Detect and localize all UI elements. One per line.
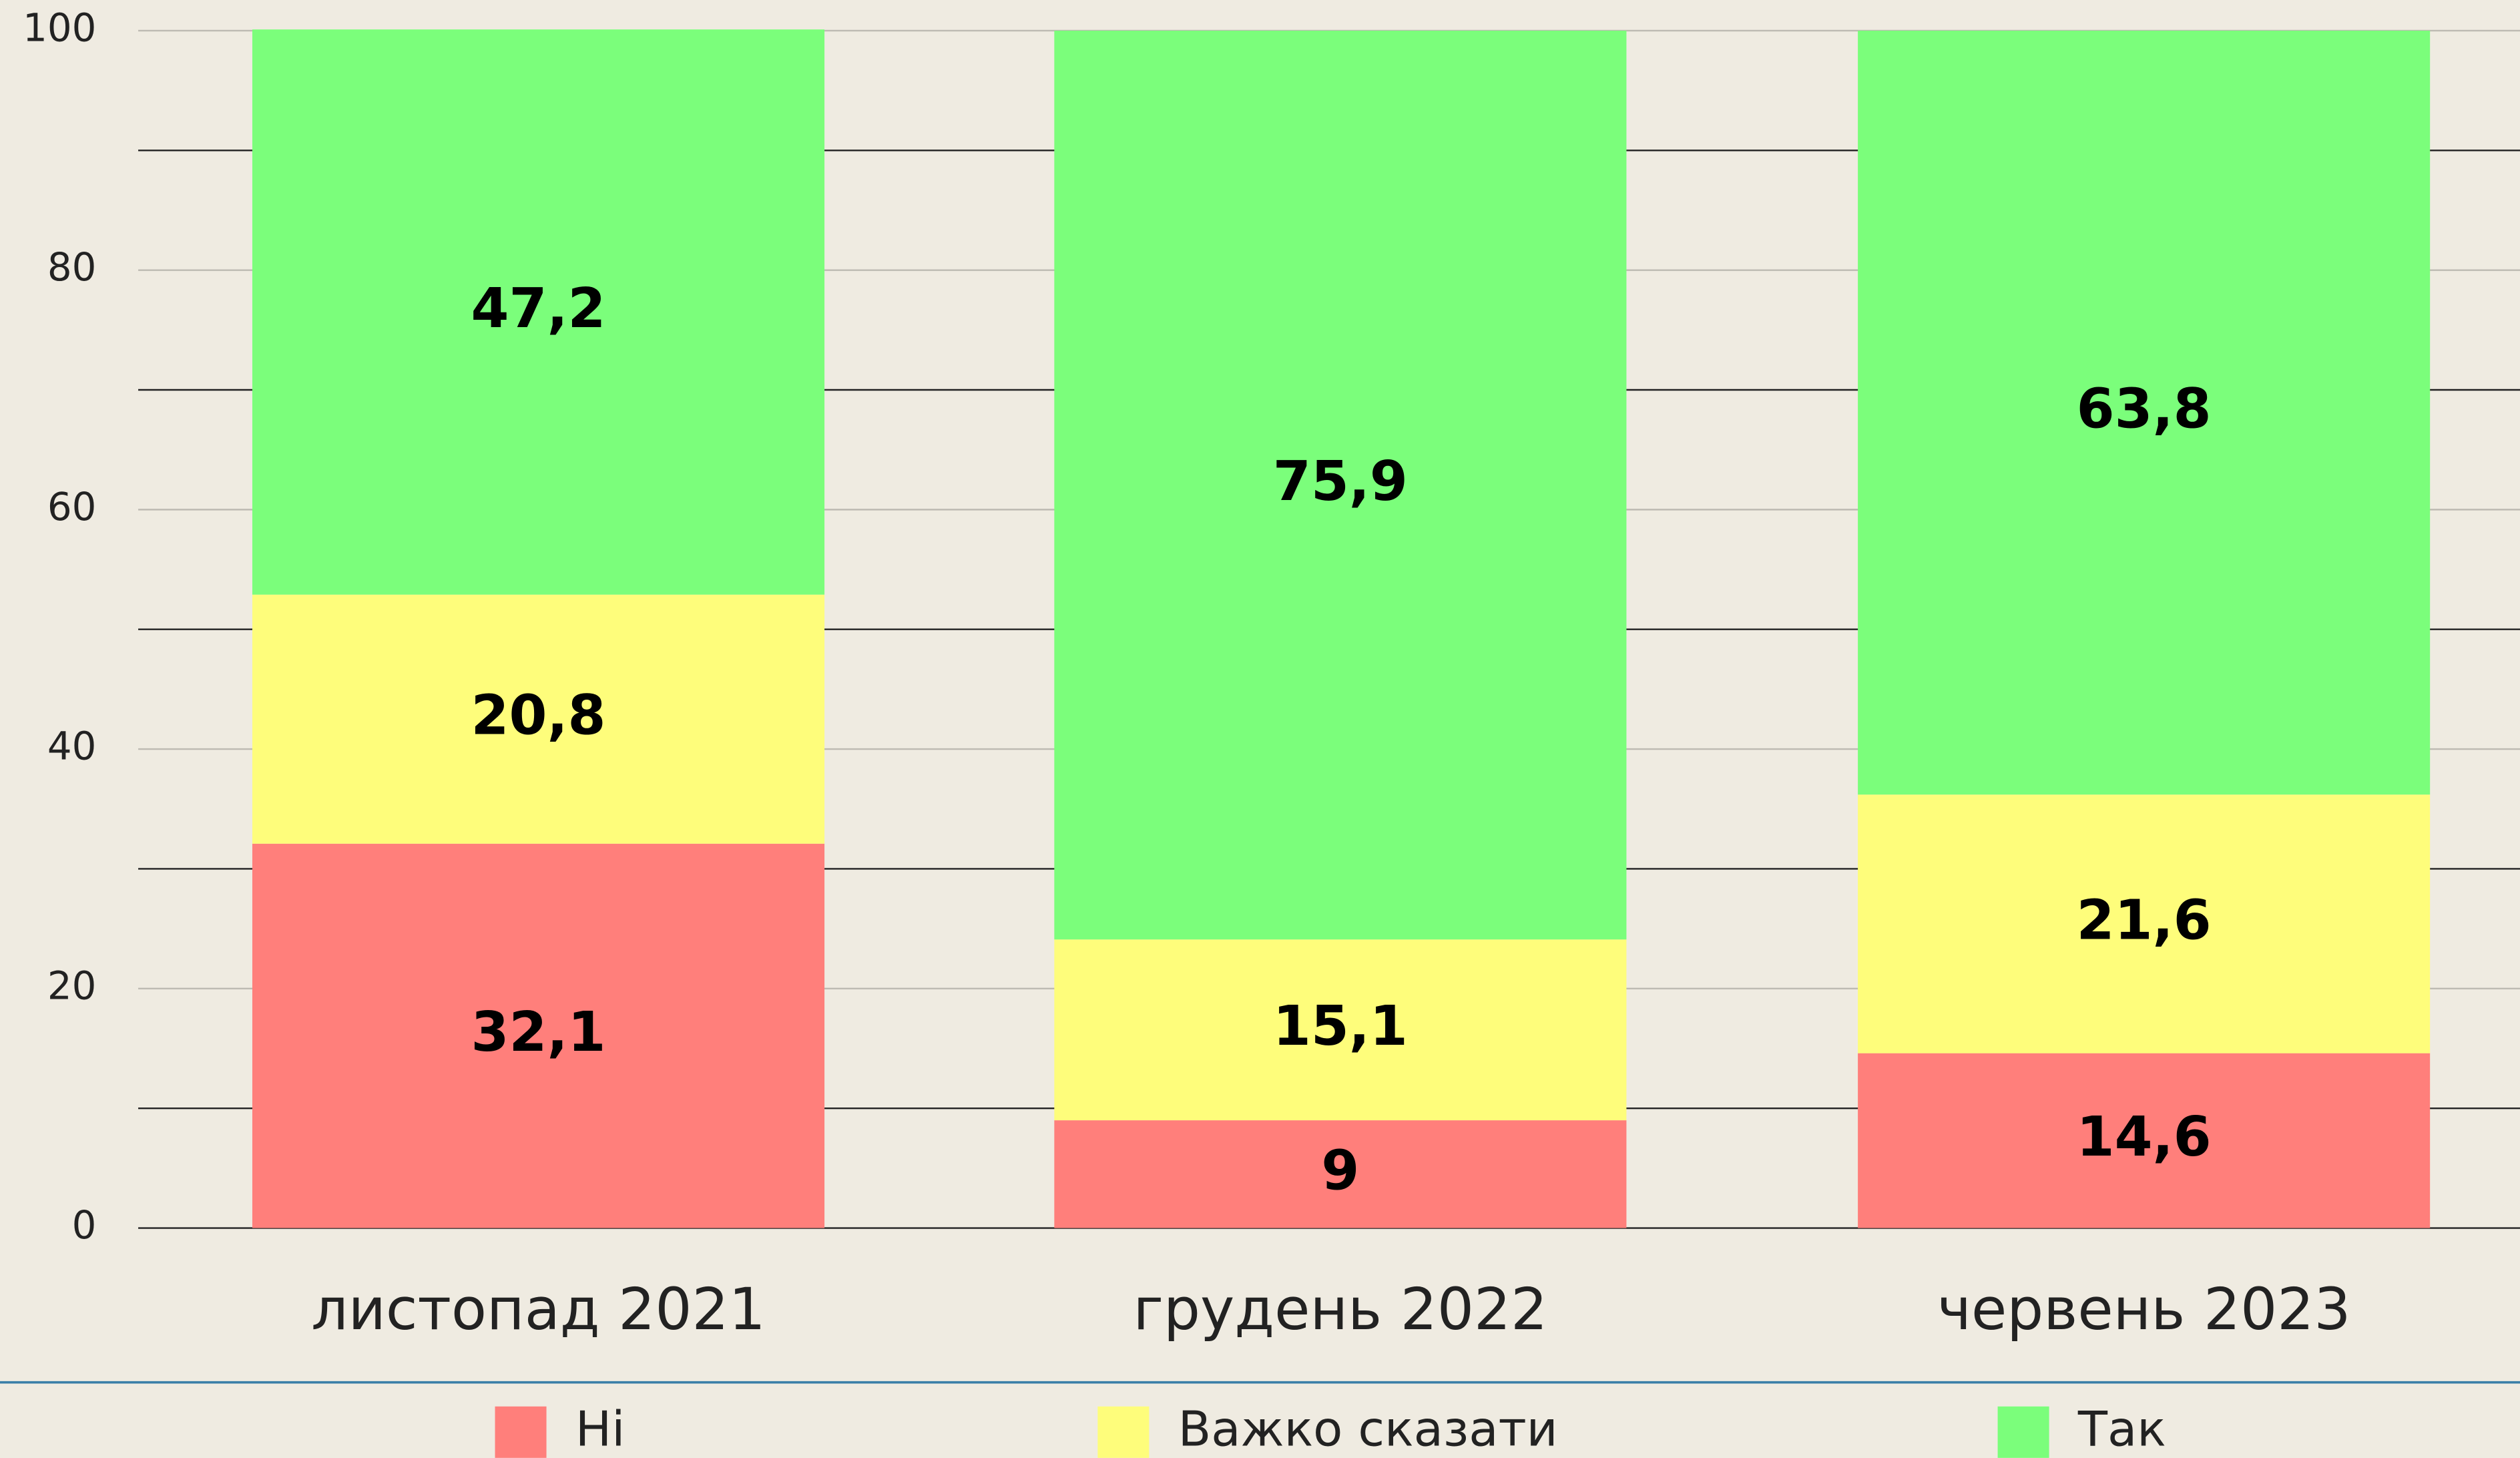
legend-swatch	[495, 1406, 547, 1458]
data-label: 9	[1321, 1139, 1359, 1202]
bar-segment	[252, 29, 825, 595]
bar-segment	[1054, 939, 1627, 1121]
x-tick-label: грудень 2022	[1133, 1276, 1547, 1343]
bar-segment	[1054, 1120, 1627, 1228]
y-tick-label: 100	[23, 5, 96, 51]
y-tick-label: 60	[47, 484, 97, 529]
bar-segment	[1858, 794, 2431, 1053]
data-label: 32,1	[471, 1001, 606, 1064]
data-label: 75,9	[1273, 450, 1408, 513]
y-tick-label: 40	[47, 724, 97, 769]
legend-label: Важко сказати	[1178, 1401, 1558, 1457]
x-tick-label: червень 2023	[1937, 1276, 2351, 1343]
y-tick-label: 0	[72, 1202, 97, 1248]
legend-label: Так	[2077, 1401, 2166, 1457]
data-label: 63,8	[2077, 378, 2212, 441]
bar-segment	[1858, 30, 2431, 795]
legend-swatch	[1097, 1406, 1150, 1458]
legend-label: Ні	[575, 1401, 625, 1457]
bar-segment	[252, 843, 825, 1228]
data-label: 20,8	[471, 684, 606, 748]
legend-swatch	[1997, 1406, 2049, 1458]
data-label: 14,6	[2077, 1106, 2212, 1169]
bar-segment	[252, 594, 825, 844]
bar-segment	[1858, 1053, 2431, 1228]
data-label: 21,6	[2077, 889, 2212, 952]
bar-segment	[1054, 30, 1627, 940]
data-label: 47,2	[471, 277, 606, 340]
y-tick-label: 80	[47, 244, 97, 290]
y-tick-label: 20	[47, 963, 97, 1008]
x-tick-label: листопад 2021	[311, 1276, 766, 1343]
data-label: 15,1	[1273, 995, 1408, 1058]
